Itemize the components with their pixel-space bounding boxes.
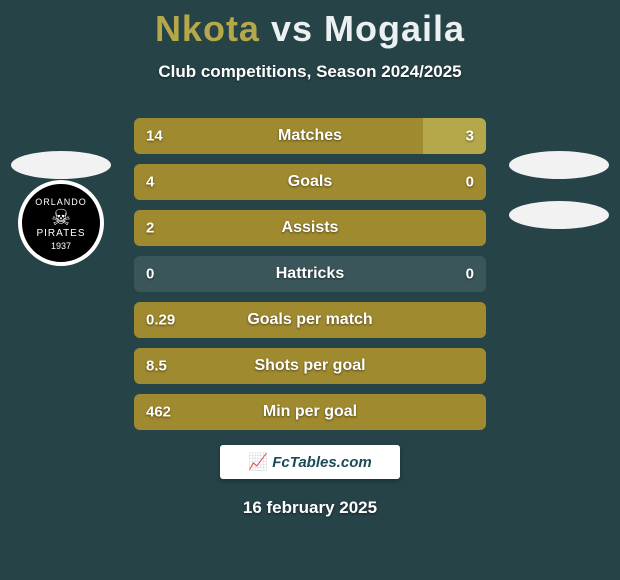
stat-row: Shots per goal 8.5: [134, 348, 486, 384]
bar-right: [423, 118, 486, 154]
stat-row: Assists 2: [134, 210, 486, 246]
branding-text: FcTables.com: [272, 454, 371, 471]
footer-date: 16 february 2025: [0, 498, 620, 518]
title-player1: Nkota: [155, 8, 260, 49]
skull-crossbones-icon: ☠: [51, 207, 71, 229]
stat-value-right: 3: [466, 128, 474, 145]
club-year: 1937: [51, 241, 71, 251]
badge-player1: ORLANDO ☠ PIRATES 1937: [6, 168, 116, 278]
stat-row: Matches 14 3: [134, 118, 486, 154]
stat-row: Goals 4 0: [134, 164, 486, 200]
stat-value-right: 0: [466, 266, 474, 283]
title-player2: Mogaila: [324, 8, 465, 49]
stat-value-left: 8.5: [146, 358, 167, 375]
club-name-bottom: PIRATES: [36, 229, 85, 239]
badge-player2: [504, 160, 614, 270]
stat-row: Goals per match 0.29: [134, 302, 486, 338]
stat-label: Matches: [278, 127, 342, 145]
stat-label: Goals per match: [247, 311, 372, 329]
stat-value-left: 0.29: [146, 312, 175, 329]
club-logo-icon: ORLANDO ☠ PIRATES 1937: [18, 180, 104, 266]
stat-value-left: 4: [146, 174, 154, 191]
subtitle: Club competitions, Season 2024/2025: [0, 62, 620, 82]
stat-value-left: 0: [146, 266, 154, 283]
stat-value-right: 0: [466, 174, 474, 191]
stat-label: Hattricks: [276, 265, 344, 283]
content-root: Nkota vs Mogaila Club competitions, Seas…: [0, 0, 620, 580]
stat-label: Shots per goal: [254, 357, 365, 375]
stat-label: Goals: [288, 173, 332, 191]
stat-value-left: 14: [146, 128, 163, 145]
stat-row: Hattricks 0 0: [134, 256, 486, 292]
stat-value-left: 2: [146, 220, 154, 237]
stat-label: Assists: [282, 219, 339, 237]
placeholder-ellipse-icon: [509, 201, 609, 229]
page-title: Nkota vs Mogaila: [0, 0, 620, 50]
title-vs: vs: [271, 8, 313, 49]
stat-label: Min per goal: [263, 403, 357, 421]
chart-icon: 📈: [248, 452, 268, 472]
stats-rows: Matches143Goals40Assists2Hattricks00Goal…: [134, 118, 486, 430]
stat-row: Min per goal 462: [134, 394, 486, 430]
stat-value-left: 462: [146, 404, 171, 421]
branding-badge: 📈 FcTables.com: [220, 445, 400, 479]
